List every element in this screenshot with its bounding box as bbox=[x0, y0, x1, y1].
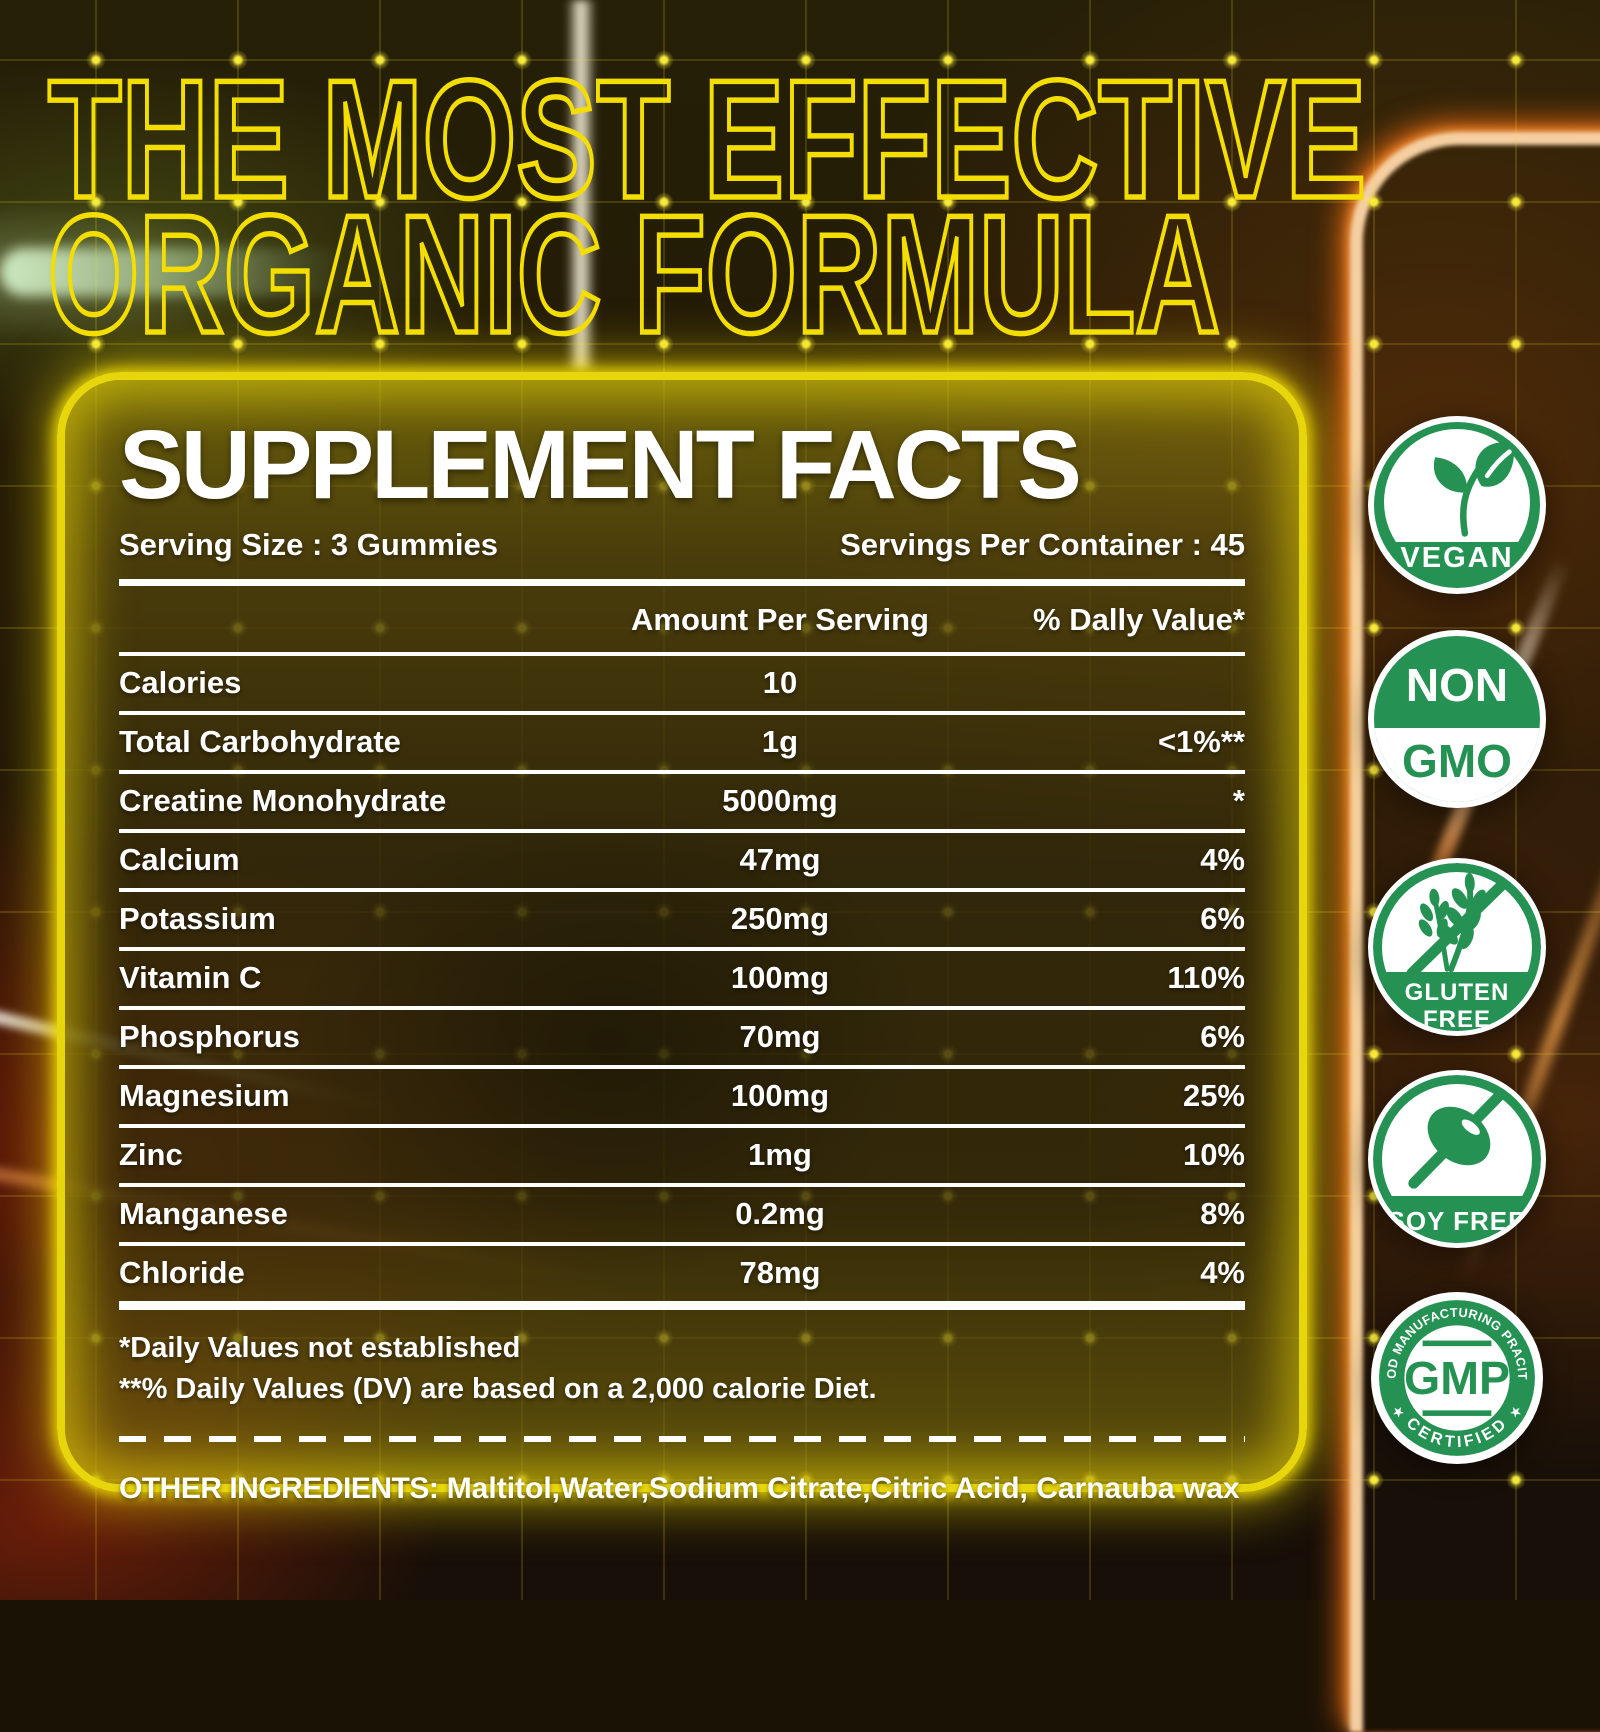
nutrient-amount: 1mg bbox=[748, 1137, 812, 1172]
nutrient-dv: 8% bbox=[1200, 1196, 1245, 1231]
leaf-icon bbox=[1433, 442, 1514, 537]
vegan-badge-label: VEGAN bbox=[1400, 542, 1514, 574]
nutrient-dv: 6% bbox=[1200, 901, 1245, 936]
non-gmo-line1: NON bbox=[1405, 659, 1509, 711]
dashed-divider bbox=[119, 1436, 1245, 1442]
nutrient-dv: 10% bbox=[1182, 1137, 1245, 1172]
nutrient-name: Zinc bbox=[119, 1137, 183, 1172]
headline-line-2: ORGANIC FORMULA bbox=[48, 180, 1220, 350]
table-row-total-carbohydrate: Total Carbohydrate 1g <1%** bbox=[119, 715, 1245, 774]
nutrient-amount: 5000mg bbox=[722, 783, 838, 818]
nutrient-dv: <1%** bbox=[1157, 724, 1245, 759]
nutrient-dv: * bbox=[1232, 783, 1245, 818]
gmp-center-text: GMP bbox=[1404, 1352, 1510, 1404]
nutrient-name: Calories bbox=[119, 665, 242, 700]
non-gmo-badge: NON GMO bbox=[1368, 630, 1546, 808]
serving-info: Serving Size : 3 Gummies Servings Per Co… bbox=[119, 527, 1245, 563]
table-row-phosphorus: Phosphorus 70mg 6% bbox=[119, 1010, 1245, 1069]
nutrient-amount: 47mg bbox=[739, 842, 821, 877]
table-row-chloride: Chloride 78mg 4% bbox=[119, 1246, 1245, 1301]
wheat-crossed-icon bbox=[1406, 872, 1508, 979]
soy-bean-crossed-icon bbox=[1408, 1089, 1506, 1189]
nutrient-dv: 25% bbox=[1182, 1078, 1245, 1113]
table-row-creatine-monohydrate: Creatine Monohydrate 5000mg * bbox=[119, 774, 1245, 833]
nutrient-dv: 4% bbox=[1200, 1255, 1245, 1290]
table-row-calcium: Calcium 47mg 4% bbox=[119, 833, 1245, 892]
soy-free-badge: SOY FREE bbox=[1368, 1070, 1546, 1248]
table-row-zinc: Zinc 1mg 10% bbox=[119, 1128, 1245, 1187]
nutrient-dv: 6% bbox=[1200, 1019, 1245, 1054]
nutrient-dv: 110% bbox=[1167, 960, 1245, 995]
nutrient-amount: 250mg bbox=[730, 901, 830, 936]
servings-per-container: Servings Per Container : 45 bbox=[840, 527, 1245, 562]
nutrient-name: Potassium bbox=[119, 901, 276, 936]
nutrient-name: Manganese bbox=[119, 1196, 288, 1231]
column-daily-value: % Dally Value* bbox=[1033, 602, 1245, 637]
footnote-daily-values: *Daily Values not established bbox=[119, 1332, 521, 1364]
vegan-badge: VEGAN bbox=[1368, 416, 1546, 594]
panel-title: SUPPLEMENT FACTS bbox=[119, 410, 1082, 519]
footnotes: *Daily Values not established **% Daily … bbox=[119, 1328, 1245, 1410]
gluten-free-label: GLUTEN FREE bbox=[1373, 972, 1541, 1031]
nutrient-name: Total Carbohydrate bbox=[119, 724, 401, 759]
nutrient-name: Phosphorus bbox=[119, 1019, 300, 1054]
nutrient-name: Creatine Monohydrate bbox=[119, 783, 447, 818]
divider-bottom-thick bbox=[119, 1301, 1245, 1310]
other-ingredients-label: OTHER INGREDIENTS: bbox=[119, 1472, 439, 1505]
divider-thick bbox=[119, 579, 1245, 586]
headline: THE MOST EFFECTIVE ORGANIC FORMULA bbox=[45, 42, 1369, 350]
nutrient-amount: 100mg bbox=[730, 960, 830, 995]
nutrient-amount: 78mg bbox=[739, 1255, 821, 1290]
other-ingredients-list: Maltitol,Water,Sodium Citrate,Citric Aci… bbox=[438, 1472, 1240, 1505]
table-row-vitamin-c: Vitamin C 100mg 110% bbox=[119, 951, 1245, 1010]
gluten-free-badge: GLUTEN FREE bbox=[1368, 858, 1546, 1036]
nutrient-amount: 10 bbox=[762, 665, 798, 700]
nutrient-name: Chloride bbox=[119, 1255, 245, 1290]
serving-size: Serving Size : 3 Gummies bbox=[119, 527, 499, 562]
nutrient-amount: 0.2mg bbox=[735, 1196, 825, 1231]
soy-free-label: SOY FREE bbox=[1373, 1196, 1541, 1243]
headline-line-1: THE MOST EFFECTIVE bbox=[48, 45, 1366, 233]
supplement-facts-panel: SUPPLEMENT FACTS Serving Size : 3 Gummie… bbox=[57, 372, 1307, 1505]
nutrient-name: Vitamin C bbox=[119, 960, 262, 995]
table-column-headers: Amount Per Serving % Dally Value* bbox=[119, 602, 1245, 652]
other-ingredients: OTHER INGREDIENTS: Maltitol,Water,Sodium… bbox=[119, 1472, 1245, 1506]
nutrient-name: Calcium bbox=[119, 842, 240, 877]
nutrient-amount: 1g bbox=[761, 724, 799, 759]
table-row-potassium: Potassium 250mg 6% bbox=[119, 892, 1245, 951]
nutrient-table: Calories 10 Total Carbohydrate 1g <1%** … bbox=[119, 652, 1245, 1301]
table-row-calories: Calories 10 bbox=[119, 656, 1245, 715]
nutrient-amount: 70mg bbox=[739, 1019, 821, 1054]
nutrient-dv: 4% bbox=[1200, 842, 1245, 877]
non-gmo-line2: GMO bbox=[1402, 735, 1512, 787]
footnote-dv-basis: **% Daily Values (DV) are based on a 2,0… bbox=[119, 1373, 877, 1405]
nutrient-name: Magnesium bbox=[119, 1078, 290, 1113]
table-row-manganese: Manganese 0.2mg 8% bbox=[119, 1187, 1245, 1246]
nutrient-amount: 100mg bbox=[730, 1078, 830, 1113]
table-row-magnesium: Magnesium 100mg 25% bbox=[119, 1069, 1245, 1128]
column-amount-per-serving: Amount Per Serving bbox=[631, 602, 929, 637]
